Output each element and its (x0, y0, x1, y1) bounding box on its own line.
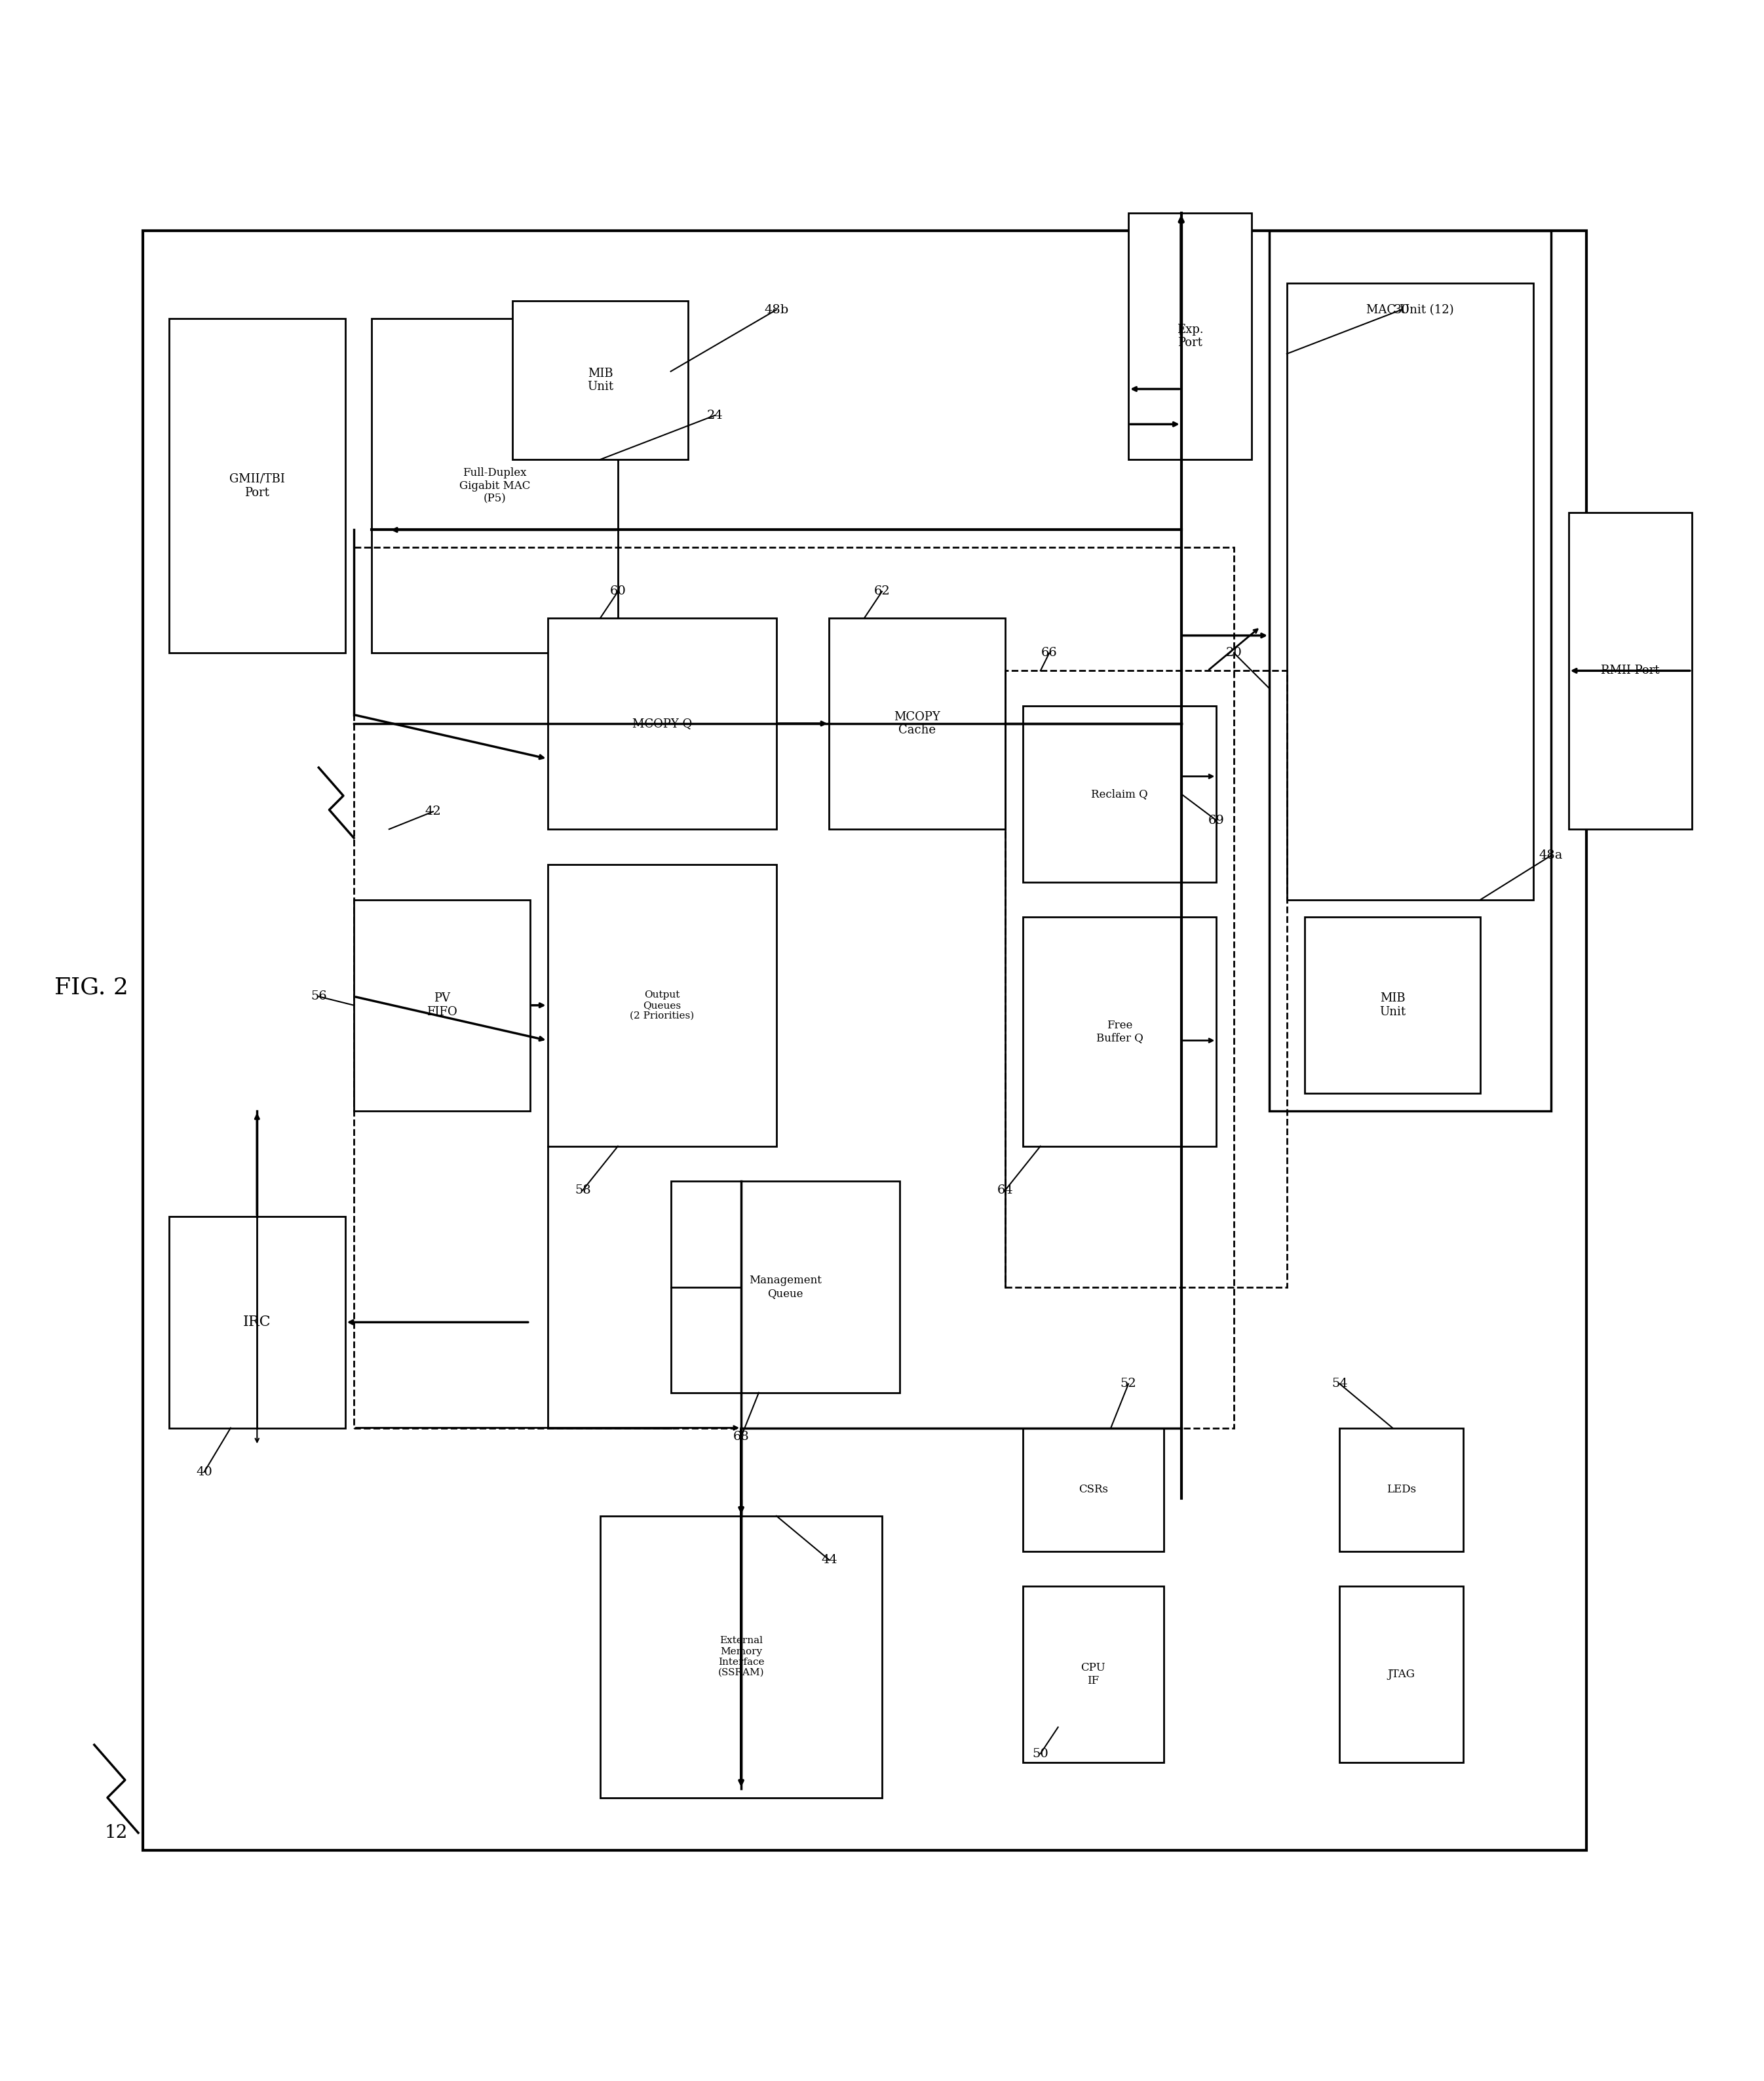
Text: Reclaim Q: Reclaim Q (1092, 789, 1148, 799)
Text: 69: 69 (1208, 814, 1224, 826)
Bar (1023, 705, 1217, 882)
Text: 64: 64 (997, 1184, 1013, 1197)
Bar (169, 1217, 346, 1428)
Bar (1270, 231, 1551, 1111)
Bar (1023, 1586, 1164, 1763)
Bar (1023, 918, 1217, 1147)
Text: 60: 60 (610, 585, 626, 597)
Bar (547, 618, 776, 828)
Text: 48b: 48b (764, 304, 789, 316)
Bar (1339, 1586, 1462, 1763)
Text: 52: 52 (1120, 1378, 1136, 1390)
Text: 12: 12 (104, 1825, 127, 1842)
Bar (1288, 283, 1533, 899)
Text: 68: 68 (734, 1432, 750, 1442)
Bar (829, 618, 1005, 828)
Text: 30: 30 (1394, 304, 1409, 316)
Bar (1005, 670, 1288, 1286)
Bar (547, 864, 776, 1147)
Text: 44: 44 (820, 1555, 838, 1565)
Bar (1568, 512, 1692, 828)
Text: Management
Queue: Management Queue (750, 1276, 822, 1299)
Bar (169, 318, 346, 653)
Text: 48a: 48a (1538, 849, 1563, 862)
Bar (355, 899, 529, 1111)
Text: RMII Port: RMII Port (1600, 664, 1660, 676)
Text: 50: 50 (1032, 1748, 1048, 1761)
Text: IRC: IRC (243, 1315, 272, 1330)
Text: 20: 20 (1226, 647, 1242, 660)
Text: 42: 42 (425, 805, 441, 818)
Text: LEDs: LEDs (1387, 1484, 1416, 1494)
Text: PV
FIFO: PV FIFO (427, 993, 457, 1018)
Text: MAC Unit (12): MAC Unit (12) (1367, 304, 1454, 316)
Bar (1023, 1428, 1164, 1550)
Bar (670, 1182, 900, 1392)
Text: 62: 62 (873, 585, 891, 597)
Text: FIG. 2: FIG. 2 (55, 976, 129, 999)
Text: 24: 24 (707, 410, 723, 420)
Text: MIB
Unit: MIB Unit (1379, 993, 1406, 1018)
Bar (512, 302, 688, 460)
Bar (143, 231, 1586, 1850)
Bar (1339, 1428, 1462, 1550)
Bar (1129, 212, 1252, 460)
Text: MCOPY
Cache: MCOPY Cache (894, 712, 940, 737)
Text: Free
Buffer Q: Free Buffer Q (1095, 1020, 1143, 1045)
Text: CSRs: CSRs (1078, 1484, 1108, 1494)
Text: External
Memory
Interface
(SSRAM): External Memory Interface (SSRAM) (718, 1636, 764, 1677)
Text: CPU
IF: CPU IF (1081, 1663, 1106, 1686)
Bar (372, 318, 617, 653)
Text: 58: 58 (575, 1184, 591, 1197)
Text: MIB
Unit: MIB Unit (587, 368, 614, 393)
Bar (600, 1515, 882, 1798)
Text: Output
Queues
(2 Priorities): Output Queues (2 Priorities) (630, 991, 695, 1020)
Text: JTAG: JTAG (1388, 1669, 1415, 1679)
Text: Exp.
Port: Exp. Port (1177, 323, 1203, 350)
Bar (355, 547, 1235, 1428)
Text: 66: 66 (1041, 647, 1057, 660)
Text: 40: 40 (196, 1465, 212, 1478)
Text: Full-Duplex
Gigabit MAC
(P5): Full-Duplex Gigabit MAC (P5) (459, 468, 531, 504)
Text: 54: 54 (1332, 1378, 1348, 1390)
Bar (1305, 918, 1480, 1093)
Text: 56: 56 (310, 991, 326, 1003)
Text: MCOPY Q: MCOPY Q (632, 718, 691, 730)
Text: GMII/TBI
Port: GMII/TBI Port (229, 472, 284, 499)
